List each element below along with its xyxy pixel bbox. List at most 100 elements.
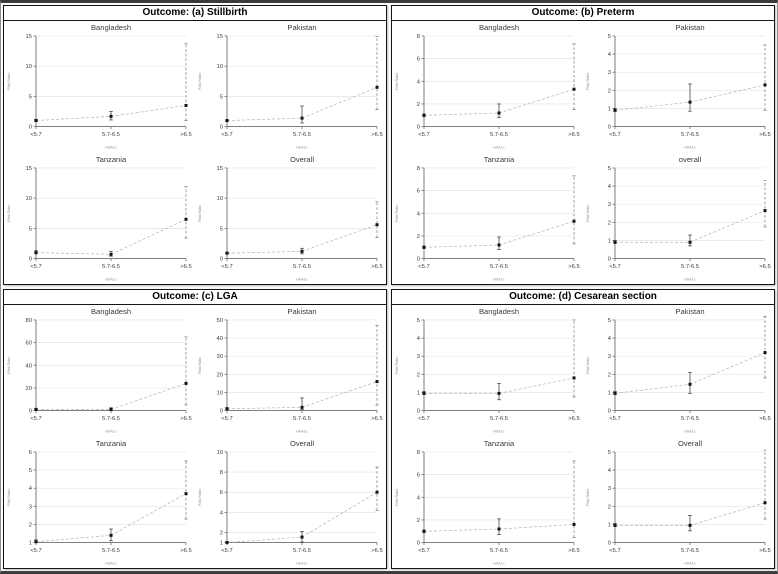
data-point [613, 108, 617, 112]
x-tick-label: <5.7 [609, 416, 620, 422]
subplot-title: Tanzania [96, 154, 127, 163]
data-point [109, 407, 113, 411]
y-axis-label: Risk Ratio [198, 204, 202, 221]
x-tick-label: <5.7 [418, 132, 429, 138]
x-tick-label: 5.7-6.5 [681, 416, 699, 422]
data-point [375, 85, 379, 89]
y-tick-label: 5 [220, 94, 223, 100]
data-point [613, 523, 617, 527]
x-tick-label: 5.7-6.5 [102, 264, 120, 270]
data-point [109, 533, 113, 537]
data-point [375, 222, 379, 226]
y-tick-label: 8 [220, 470, 223, 476]
data-point [225, 540, 229, 544]
y-tick-label: 5 [29, 226, 32, 232]
data-point [497, 527, 501, 530]
data-point [497, 111, 501, 115]
y-tick-label: 0 [29, 125, 32, 131]
x-tick-label: 5.7-6.5 [490, 264, 508, 270]
y-axis-label: Risk Ratio [7, 73, 11, 90]
y-tick-label: 4 [417, 336, 421, 342]
y-tick-label: 15 [217, 34, 223, 40]
y-tick-label: 3 [608, 202, 611, 208]
y-tick-label: 4 [417, 495, 421, 501]
y-axis-label: Risk Ratio [586, 73, 590, 90]
y-tick-label: 0 [220, 125, 223, 131]
subplot-pakistan: 0 10 20 30 40 50 <5.7 5.7-6.5 >6.5 Pakistan Risk R… [198, 307, 383, 434]
y-axis-label: Risk Ratio [7, 357, 11, 374]
x-tick-label: 5.7-6.5 [293, 416, 311, 422]
data-point [572, 376, 576, 380]
x-axis-label: HbA1c [684, 146, 695, 150]
y-tick-label: 4 [417, 211, 421, 217]
subplot-overall: 0 5 10 15 <5.7 5.7-6.5 >6.5 Overall Risk Ratio Hb… [198, 154, 383, 281]
data-point [184, 491, 188, 495]
y-tick-label: 2 [608, 372, 611, 378]
y-tick-label: 50 [217, 318, 223, 324]
y-tick-label: 2 [417, 233, 420, 239]
y-tick-label: 80 [26, 318, 32, 324]
y-axis-label: Risk Ratio [586, 357, 590, 374]
y-tick-label: 2 [417, 102, 420, 108]
y-tick-label: 1 [417, 390, 420, 396]
subplot-grid: 0 20 40 60 80 <5.7 5.7-6.5 >6.5 Bangladesh Risk R… [4, 305, 386, 568]
y-tick-label: 0 [608, 540, 611, 546]
data-point [34, 119, 38, 123]
data-point [688, 523, 692, 527]
x-tick-label: <5.7 [221, 416, 232, 422]
y-tick-label: 4 [29, 486, 33, 492]
y-tick-label: 60 [26, 341, 32, 347]
x-tick-label: 5.7-6.5 [293, 132, 311, 138]
y-tick-label: 1 [220, 540, 223, 546]
x-tick-label: 5.7-6.5 [102, 416, 120, 422]
subplot-title: Overall [290, 438, 314, 447]
subplot-bangladesh: 0 2 4 6 8 <5.7 5.7-6.5 >6.5 Bangladesh Risk Ratio… [395, 23, 580, 150]
x-axis-label: HbA1c [493, 146, 504, 150]
y-tick-label: 2 [608, 504, 611, 510]
subplot-title: Bangladesh [91, 307, 131, 316]
x-axis-label: HbA1c [105, 146, 116, 150]
x-axis-label: HbA1c [105, 561, 116, 565]
subplot-title: Pakistan [675, 307, 704, 316]
y-tick-label: 0 [29, 409, 32, 415]
x-tick-label: >6.5 [759, 548, 770, 554]
data-point [497, 243, 501, 246]
y-tick-label: 5 [608, 165, 611, 171]
y-tick-label: 0 [220, 256, 223, 262]
y-tick-label: 2 [29, 522, 32, 528]
y-tick-label: 0 [608, 256, 611, 262]
x-axis-label: HbA1c [684, 430, 695, 434]
y-tick-label: 1 [608, 390, 611, 396]
y-tick-label: 3 [608, 354, 611, 360]
x-tick-label: <5.7 [418, 264, 429, 270]
subplot-title: Tanzania [484, 154, 515, 163]
y-tick-label: 15 [26, 34, 32, 40]
data-point [184, 103, 188, 107]
subplot-tanzania: 0 5 10 15 <5.7 5.7-6.5 >6.5 Tanzania Risk Ratio H… [7, 154, 192, 281]
y-tick-label: 30 [217, 354, 223, 360]
data-point [763, 83, 767, 87]
data-point [375, 380, 379, 384]
y-tick-label: 8 [417, 34, 420, 40]
y-axis-label: Risk Ratio [7, 204, 11, 221]
y-tick-label: 6 [417, 188, 420, 194]
data-point [375, 490, 379, 494]
data-point [572, 87, 576, 91]
y-tick-label: 0 [417, 256, 420, 262]
subplot-title: Overall [290, 154, 314, 163]
y-axis-label: Risk Ratio [586, 488, 590, 505]
data-point [109, 114, 113, 118]
x-tick-label: <5.7 [30, 548, 41, 554]
y-tick-label: 0 [29, 256, 32, 262]
y-tick-label: 1 [608, 522, 611, 528]
x-axis-label: HbA1c [296, 430, 307, 434]
x-tick-label: <5.7 [30, 132, 41, 138]
data-point [763, 208, 767, 212]
x-axis-label: HbA1c [493, 430, 504, 434]
subplot-title: Bangladesh [479, 307, 519, 316]
y-tick-label: 5 [608, 34, 611, 40]
y-axis-label: Risk Ratio [198, 357, 202, 374]
data-point [613, 391, 617, 395]
subplot-title: Pakistan [287, 307, 316, 316]
data-point [497, 391, 501, 395]
